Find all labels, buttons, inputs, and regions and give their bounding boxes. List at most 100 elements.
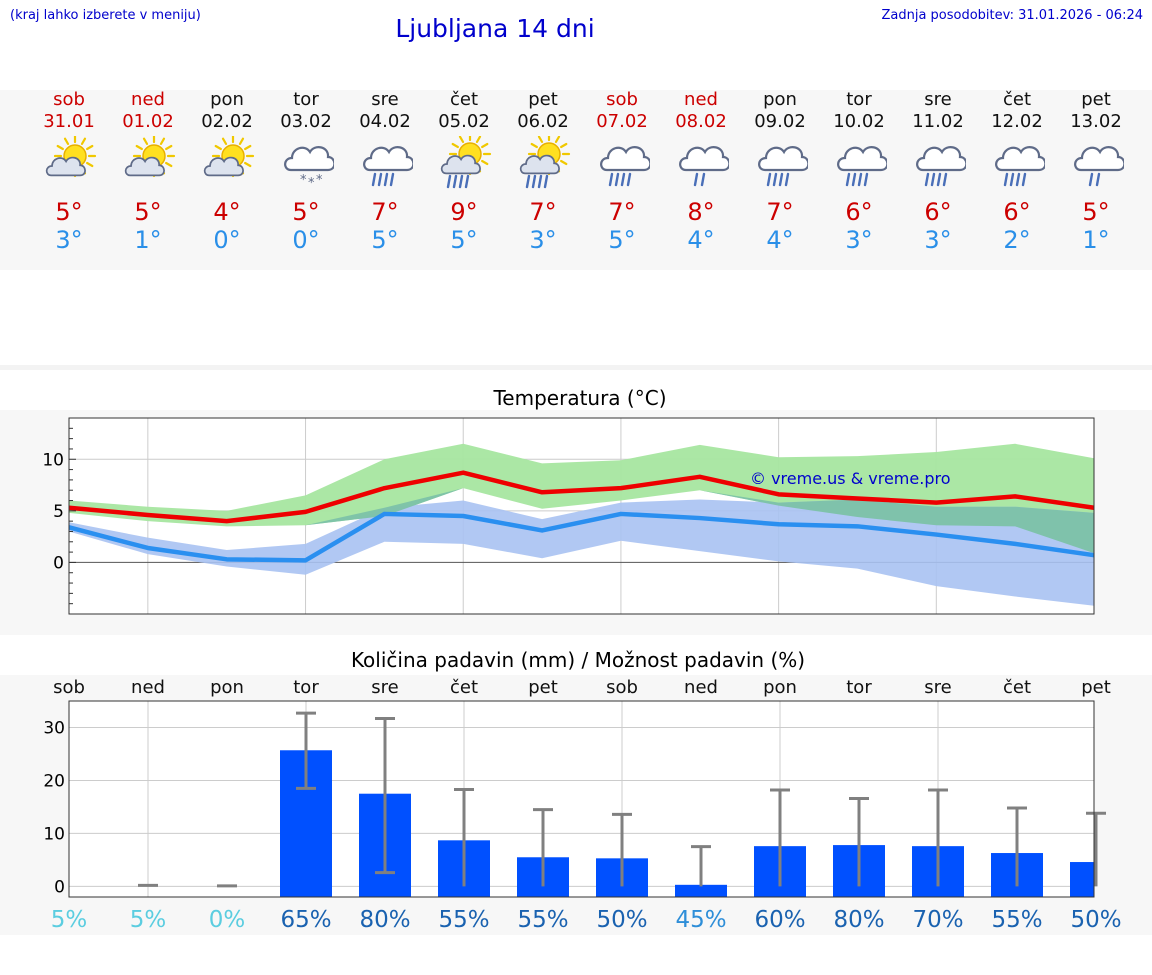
sun-ray [142, 137, 149, 145]
day-label: pet [1081, 677, 1111, 698]
cloud-rain-icon [758, 146, 808, 187]
sun-ray [244, 161, 252, 168]
rain-drop [452, 174, 458, 189]
day-label: čet [450, 677, 478, 698]
precipitation-probability: 65% [280, 907, 331, 933]
day-date: 06.02 [517, 111, 569, 132]
sun-rain-icon [519, 136, 571, 189]
max-temperature: 9° [450, 198, 478, 226]
max-temperature: 7° [766, 198, 794, 226]
cloud-shape [124, 156, 165, 177]
rain-drop [371, 172, 377, 187]
y-tick-label: 5 [53, 502, 64, 522]
precipitation-probability: 50% [1070, 907, 1121, 933]
cloud-rain-icon [363, 146, 413, 187]
day-name: pet [1081, 89, 1111, 110]
cloud-rain-icon [995, 146, 1045, 187]
max-temperature: 5° [292, 198, 320, 226]
sun-ray [159, 137, 166, 145]
rain-drop [458, 174, 464, 189]
day-date: 12.02 [991, 111, 1043, 132]
sun-cloud-icon [45, 136, 97, 178]
rain-drop [1021, 172, 1027, 187]
cloud-outline [363, 146, 413, 172]
day-name: čet [1002, 89, 1032, 110]
sun-ray [63, 137, 70, 145]
day-label: ned [131, 677, 165, 698]
rain-drop [863, 172, 869, 187]
rain-drop [936, 172, 942, 187]
sun-ray [221, 137, 228, 145]
sun-ray [554, 136, 561, 143]
sun-ray [165, 161, 173, 168]
precipitation-probability: 80% [359, 907, 410, 933]
y-tick-label: 30 [43, 718, 65, 738]
rain-drop [543, 174, 549, 189]
temperature-chart-title: Temperatura (°C) [493, 386, 667, 410]
sun-ray [135, 144, 143, 151]
min-temperature: 1° [134, 226, 162, 254]
page-title: Ljubljana 14 dni [395, 14, 595, 43]
rain-drop [608, 172, 614, 187]
rain-drop [1095, 172, 1101, 187]
y-tick-label: 20 [43, 771, 65, 791]
snowflake: * [308, 176, 315, 191]
sun-rain-icon [440, 136, 492, 189]
rain-drop [1003, 172, 1009, 187]
day-name: sre [371, 89, 399, 110]
precipitation-chart-title: Količina padavin (mm) / Možnost padavin … [350, 648, 806, 672]
sun-ray [537, 136, 544, 143]
cloud-outline [600, 146, 650, 172]
day-date: 10.02 [833, 111, 885, 132]
min-temperature: 3° [55, 226, 83, 254]
cloud-shape [284, 146, 334, 172]
rain-drop [942, 172, 948, 187]
cloud-outline [440, 154, 481, 175]
cloud-rain-icon [837, 146, 887, 187]
day-date: 31.01 [43, 111, 95, 132]
y-tick-label: 10 [43, 824, 65, 844]
max-temperature: 7° [608, 198, 636, 226]
cloud-shape [45, 156, 86, 177]
sun-ray [238, 137, 245, 145]
cloud-outline [837, 146, 887, 172]
rain-drop [1009, 172, 1015, 187]
rain-drop [784, 172, 790, 187]
day-name: sre [924, 89, 952, 110]
plot-frame [68, 417, 1095, 615]
day-label: sre [371, 677, 398, 698]
max-temperature-line [68, 470, 1095, 524]
min-temperature: 3° [845, 226, 873, 254]
cloud-shape [440, 154, 481, 175]
day-name: sob [53, 89, 85, 110]
cloud-snow-icon: * * * [284, 146, 334, 191]
rain-drop [766, 172, 772, 187]
sun-ray [458, 136, 465, 143]
precipitation-probability: 5% [130, 907, 167, 933]
sun-ray [530, 142, 538, 149]
day-name: tor [846, 89, 872, 110]
rain-drop [772, 172, 778, 187]
day-name: pon [763, 89, 797, 110]
sun-ray [560, 142, 568, 149]
min-temperature: 0° [213, 226, 241, 254]
max-temperature: 6° [1003, 198, 1031, 226]
day-date: 02.02 [201, 111, 253, 132]
precipitation-probability: 80% [833, 907, 884, 933]
rain-drop [857, 172, 863, 187]
sun-ray [56, 144, 64, 151]
divider [0, 365, 1152, 370]
rain-drop [851, 172, 857, 187]
rain-drop [1015, 172, 1021, 187]
cloud-shape [916, 146, 966, 172]
precipitation-probability: 50% [596, 907, 647, 933]
sun-ray [244, 144, 252, 151]
rain-drop [446, 174, 452, 189]
cloud-outline [519, 154, 560, 175]
sun-ray [481, 159, 489, 166]
daily-forecast: sob 31.01 5° 3° ned 01.02 5° 1° pon 02.02 4° 0° tor 0… [0, 90, 1152, 270]
rain-drop [531, 174, 537, 189]
min-temperature-line [68, 511, 1095, 563]
precipitation-probability: 60% [754, 907, 805, 933]
day-label: tor [293, 677, 319, 698]
